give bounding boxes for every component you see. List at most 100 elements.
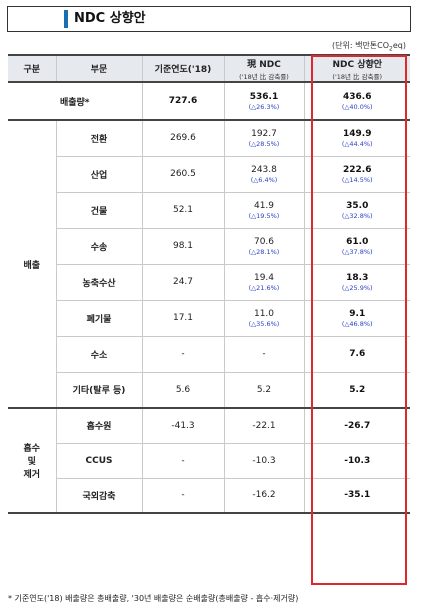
- proposed-change: (△44.4%): [341, 139, 373, 148]
- sector-label: 기타(탈루 등): [55, 372, 142, 409]
- current-value: 5.2: [223, 372, 304, 409]
- table-row: 배출 전환 269.6 192.7 (△28.5%) 149.9 (△44.4%): [8, 120, 410, 409]
- proposed-change: (△25.9%): [341, 283, 373, 292]
- table-row: 건물 52.1 41.9 (△19.5%) 35.0 (△32.8%): [8, 192, 410, 229]
- base-value: -: [141, 336, 224, 373]
- table-row: 수송 98.1 70.6 (△28.1%) 61.0 (△37.8%): [8, 228, 410, 265]
- proposed-change: (△37.8%): [341, 247, 373, 256]
- sector-label: 수소: [55, 336, 142, 373]
- table-row: 기타(탈루 등) 5.6 5.2 5.2: [8, 372, 410, 409]
- page-title: NDC 상향안: [74, 11, 146, 26]
- current-value: 41.9 (△19.5%): [223, 192, 304, 229]
- current-change: (△6.4%): [250, 175, 278, 184]
- proposed-number: 222.6: [343, 164, 372, 175]
- proposed-value: 35.0 (△32.8%): [303, 192, 410, 229]
- table-row: CCUS - -10.3 -10.3: [8, 443, 410, 479]
- current-value: 243.8 (△6.4%): [223, 156, 304, 193]
- footnote: * 기준연도('18) 배출량은 총배출량, '30년 배출량은 순배출량(총배…: [8, 594, 299, 603]
- total-current: 536.1 (△26.3%): [223, 82, 304, 121]
- current-value: 70.6 (△28.1%): [223, 228, 304, 265]
- group-label-absorption: 흡수 및 제거: [8, 408, 57, 514]
- proposed-value: 7.6: [303, 336, 410, 373]
- base-value: 260.5: [141, 156, 224, 193]
- proposed-value: 61.0 (△37.8%): [303, 228, 410, 265]
- current-number: 70.6: [253, 236, 275, 247]
- current-value: 192.7 (△28.5%): [223, 120, 304, 157]
- current-change: (△28.1%): [248, 247, 280, 256]
- header-sector: 부문: [55, 54, 142, 83]
- proposed-value: 149.9 (△44.4%): [303, 120, 410, 157]
- header-category: 구분: [8, 54, 56, 83]
- base-value: -: [141, 478, 224, 514]
- sector-label: CCUS: [55, 443, 142, 479]
- current-change: (△28.5%): [248, 139, 280, 148]
- base-value: 17.1: [141, 300, 224, 337]
- sector-label: 폐기물: [55, 300, 142, 337]
- current-number: 5.2: [256, 384, 272, 395]
- proposed-number: 7.6: [349, 349, 366, 359]
- table-row: 국외감축 - -16.2 -35.1: [8, 478, 410, 514]
- total-proposed: 436.6 (△40.0%): [303, 82, 410, 121]
- total-base: 727.6: [141, 82, 224, 121]
- proposed-value: -26.7: [303, 408, 410, 444]
- header-base-year: 기준연도('18): [141, 54, 224, 83]
- proposed-number: 5.2: [349, 384, 366, 395]
- group-label-emission: 배출: [8, 120, 57, 409]
- current-change: (△35.6%): [248, 319, 280, 328]
- sector-label: 국외감축: [55, 478, 142, 514]
- unit-label: (단위: 백만톤CO2eq): [332, 41, 406, 53]
- base-value: 52.1: [141, 192, 224, 229]
- total-label: 배출량*: [8, 82, 142, 121]
- current-change: (△21.6%): [248, 283, 280, 292]
- table-row: 산업 260.5 243.8 (△6.4%) 222.6 (△14.5%): [8, 156, 410, 193]
- sector-label: 수송: [55, 228, 142, 265]
- title-accent-bar: [64, 10, 68, 28]
- base-value: 24.7: [141, 264, 224, 301]
- current-value: -22.1: [223, 408, 304, 444]
- current-change: (△19.5%): [248, 211, 280, 220]
- total-row: 배출량* 727.6 536.1 (△26.3%) 436.6 (△40.0%): [8, 82, 410, 121]
- proposed-change: (△14.5%): [341, 175, 373, 184]
- proposed-number: 9.1: [349, 308, 366, 319]
- proposed-value: -35.1: [303, 478, 410, 514]
- current-value: 11.0 (△35.6%): [223, 300, 304, 337]
- proposed-change: (△46.8%): [341, 319, 373, 328]
- header-current-ndc: 現 NDC ('18년 比 감축률): [223, 54, 304, 83]
- header-proposed-ndc: NDC 상향안 ('18년 比 감축률): [303, 54, 410, 83]
- proposed-value: -10.3: [303, 443, 410, 479]
- current-value: -10.3: [223, 443, 304, 479]
- table-row: 흡수 및 제거 흡수원 -41.3 -22.1 -26.7: [8, 408, 410, 514]
- current-number: 243.8: [251, 164, 277, 175]
- sector-label: 건물: [55, 192, 142, 229]
- current-number: 192.7: [251, 128, 277, 139]
- table-row: 수소 - -7.6: [8, 336, 410, 373]
- sector-label: 흡수원: [55, 408, 142, 444]
- current-number: 11.0: [253, 308, 275, 319]
- proposed-number: 18.3: [346, 272, 369, 283]
- base-value: 5.6: [141, 372, 224, 409]
- current-value: -: [223, 336, 304, 373]
- current-value: 19.4 (△21.6%): [223, 264, 304, 301]
- base-value: 98.1: [141, 228, 224, 265]
- current-value: -16.2: [223, 478, 304, 514]
- proposed-value: 222.6 (△14.5%): [303, 156, 410, 193]
- table-row: 농축수산 24.7 19.4 (△21.6%) 18.3 (△25.9%): [8, 264, 410, 301]
- proposed-number: 35.0: [346, 200, 369, 211]
- sector-label: 전환: [55, 120, 142, 157]
- ndc-table: 구분 부문 기준연도('18) 現 NDC ('18년 比 감축률) NDC 상향…: [8, 54, 410, 514]
- current-number: 19.4: [253, 272, 275, 283]
- proposed-number: 149.9: [343, 128, 372, 139]
- title-box: NDC 상향안: [7, 6, 411, 32]
- proposed-value: 18.3 (△25.9%): [303, 264, 410, 301]
- current-number: -: [262, 349, 266, 359]
- table-header-row: 구분 부문 기준연도('18) 現 NDC ('18년 比 감축률) NDC 상향…: [8, 54, 410, 83]
- proposed-number: 61.0: [346, 236, 369, 247]
- base-value: 269.6: [141, 120, 224, 157]
- proposed-value: 9.1 (△46.8%): [303, 300, 410, 337]
- proposed-change: (△32.8%): [341, 211, 373, 220]
- current-number: 41.9: [253, 200, 275, 211]
- proposed-value: 5.2: [303, 372, 410, 409]
- base-value: -41.3: [141, 408, 224, 444]
- sector-label: 농축수산: [55, 264, 142, 301]
- table-row: 폐기물 17.1 11.0 (△35.6%) 9.1 (△46.8%): [8, 300, 410, 337]
